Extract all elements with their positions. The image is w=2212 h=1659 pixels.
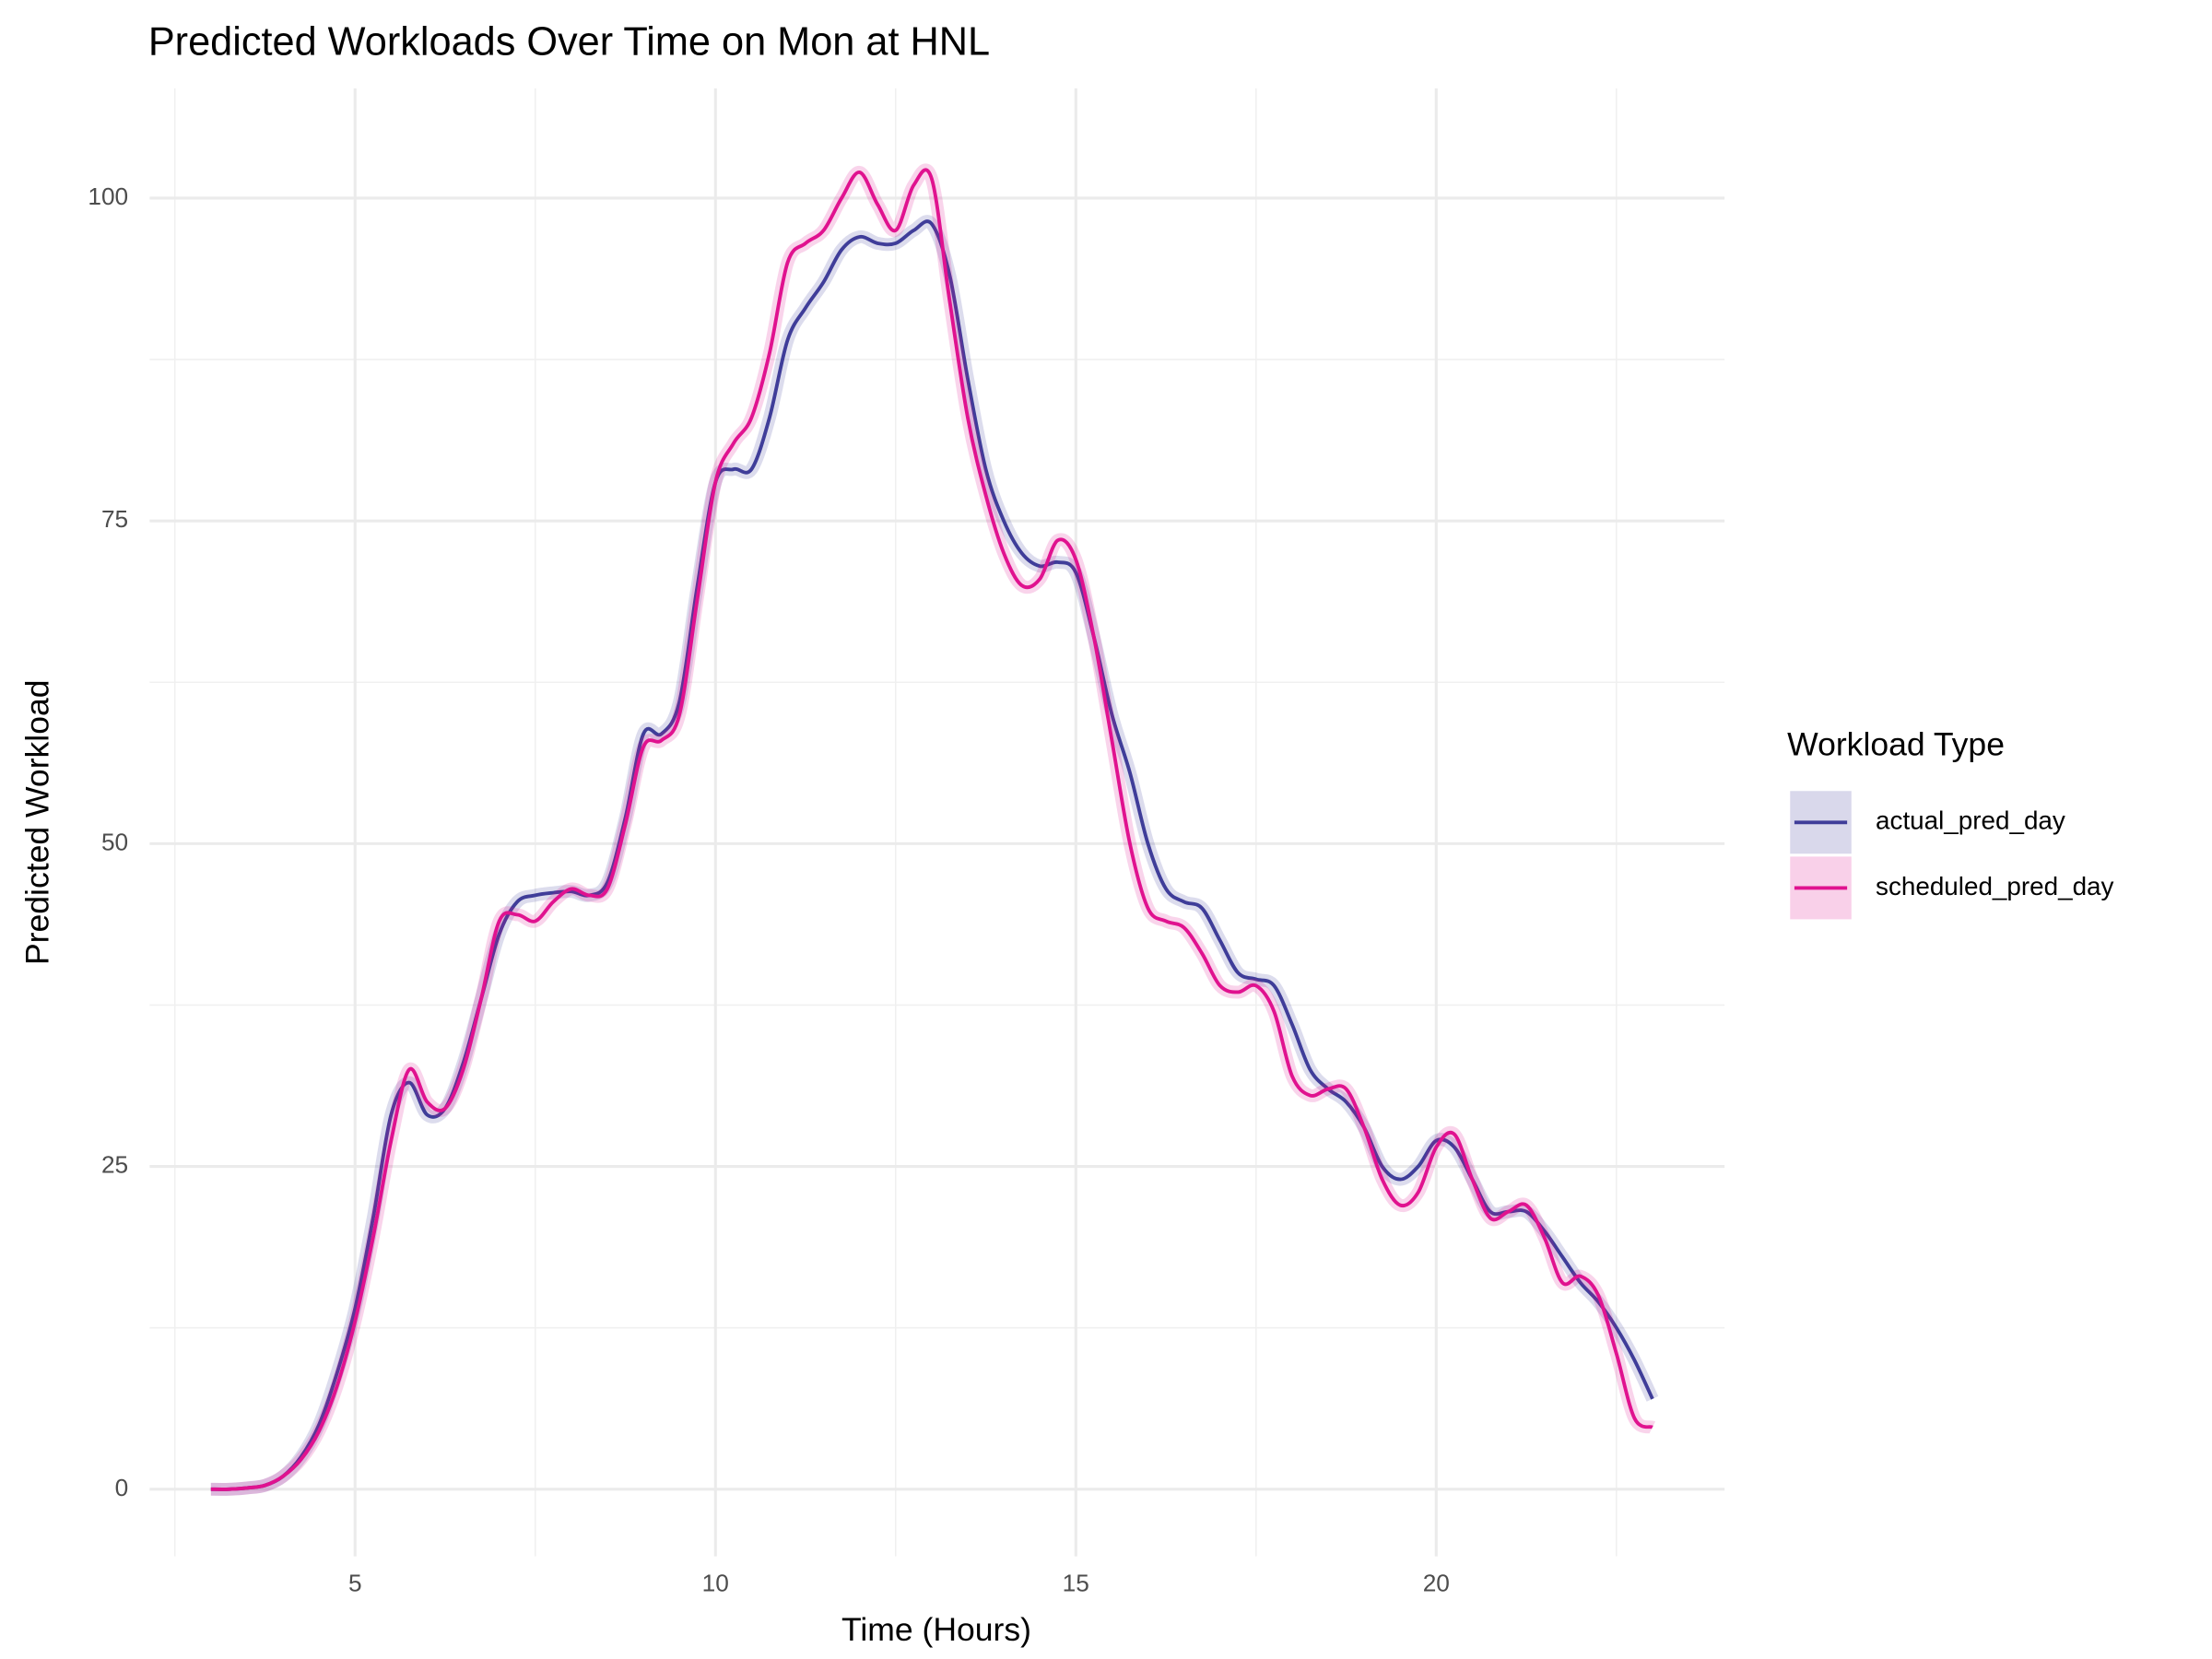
plot-area bbox=[149, 88, 1725, 1557]
x-tick-label: 15 bbox=[1063, 1570, 1089, 1597]
x-tick-label: 10 bbox=[702, 1570, 729, 1597]
y-tick-label: 50 bbox=[101, 828, 128, 855]
chart-title: Predicted Workloads Over Time on Mon at … bbox=[148, 19, 990, 64]
y-axis-title: Predicted Workload bbox=[19, 679, 56, 965]
y-tick-label: 75 bbox=[101, 505, 128, 533]
y-tick-label: 0 bbox=[115, 1474, 129, 1501]
x-axis-title: Time (Hours) bbox=[841, 1611, 1031, 1648]
legend-label: scheduled_pred_day bbox=[1876, 872, 2113, 900]
y-tick-label: 100 bbox=[88, 182, 128, 210]
line bbox=[210, 168, 1653, 1491]
legend-label: actual_pred_day bbox=[1876, 806, 2065, 835]
legend-title: Workload Type bbox=[1787, 726, 2005, 763]
x-tick-label: 20 bbox=[1423, 1570, 1450, 1597]
y-tick-label: 25 bbox=[101, 1151, 128, 1179]
x-tick-label: 5 bbox=[348, 1570, 362, 1597]
